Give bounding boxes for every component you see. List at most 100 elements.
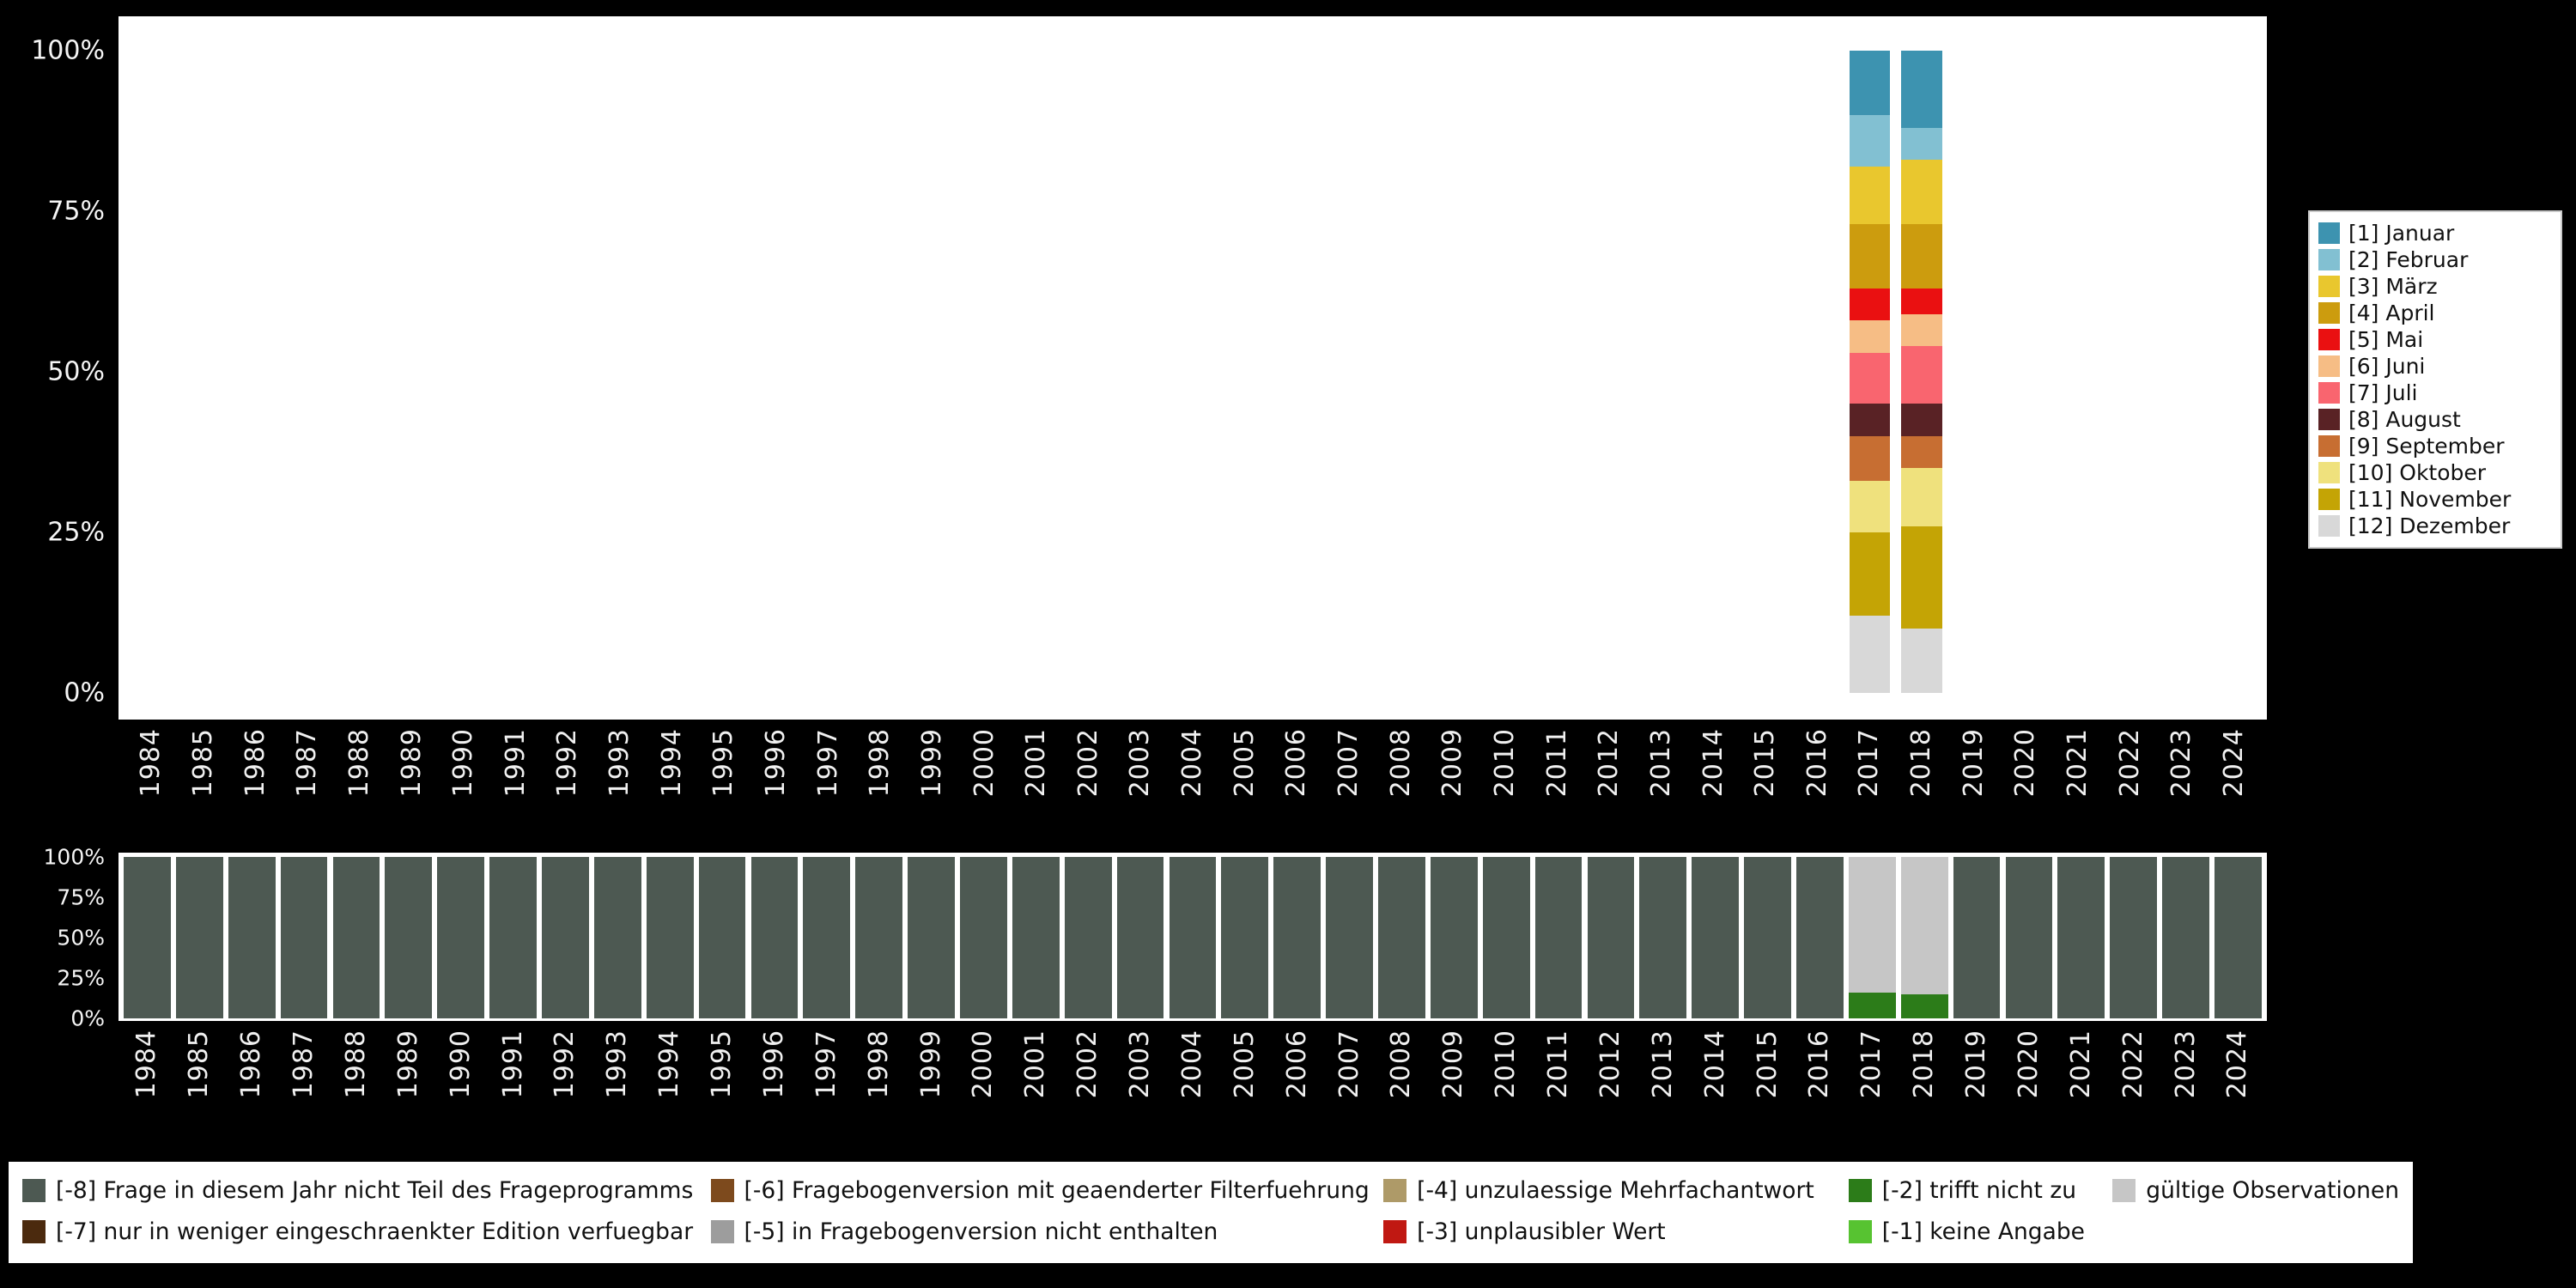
months-legend: [1] Januar [2] Februar [3] März [4] April [5… (2308, 210, 2562, 549)
x-tick: 1997 (800, 1030, 853, 1131)
x-tick-label: 1998 (863, 1030, 894, 1099)
bar-segment (1901, 160, 1942, 225)
legend-label: [7] Juli (2348, 380, 2418, 405)
bar-segment (1901, 127, 1942, 161)
y-tick-label: 75% (47, 196, 105, 227)
legend-item: gültige Observationen (2112, 1174, 2399, 1206)
bar-segment (646, 857, 694, 1018)
bar-segment (1901, 313, 1942, 347)
bar-segment (2162, 857, 2209, 1018)
bar-2002 (1064, 857, 1112, 1018)
bar-segment (489, 857, 537, 1018)
legend-label: [5] Mai (2348, 327, 2424, 352)
bar-segment (437, 857, 485, 1018)
bar-2013 (1639, 857, 1687, 1018)
bar-segment (1169, 857, 1217, 1018)
legend-label: [12] Dezember (2348, 513, 2511, 538)
bar-slot-2022 (2107, 857, 2160, 1018)
bar-slot-1998 (853, 857, 905, 1018)
bar-2004 (1169, 857, 1217, 1018)
legend-item: [9] September (2318, 434, 2552, 459)
y-tick-label: 50% (47, 356, 105, 387)
bar-segment (908, 857, 955, 1018)
bar-2008 (1378, 857, 1425, 1018)
x-tick: 1993 (592, 1030, 644, 1131)
bar-slot-2016 (1794, 857, 1846, 1018)
bar-slot-2009 (1428, 857, 1480, 1018)
x-tick: 1990 (434, 1030, 487, 1131)
x-tick: 2007 (1323, 1030, 1376, 1131)
bar-2016 (1796, 857, 1844, 1018)
legend-item: [6] Juni (2318, 354, 2552, 379)
legend-color-swatch (710, 1219, 734, 1243)
bar-segment (1849, 532, 1891, 617)
bar-1986 (228, 857, 276, 1018)
y-tick-label: 0% (64, 677, 105, 708)
bar-segment (1953, 857, 2001, 1018)
bar-segment (1901, 629, 1942, 693)
legend-label: [2] Februar (2348, 247, 2469, 272)
bar-2011 (1534, 857, 1583, 1018)
x-tick: 1989 (382, 1030, 434, 1131)
bar-segment (1900, 993, 1948, 1018)
bar-2007 (1326, 857, 1373, 1018)
x-tick-label: 1987 (289, 1030, 319, 1099)
x-tick-label: 2017 (1856, 1030, 1887, 1099)
bar-segment (280, 857, 328, 1018)
bar-slot-2018 (1896, 51, 1948, 693)
bar-segment (1901, 435, 1942, 469)
x-tick: 2003 (1115, 1030, 1167, 1131)
bar-2015 (1744, 857, 1791, 1018)
bar-1987 (280, 857, 328, 1018)
x-tick-label: 1996 (758, 1030, 789, 1099)
x-tick: 1998 (853, 1030, 905, 1131)
x-tick: 2020 (2003, 1030, 2056, 1131)
x-tick-label: 1992 (550, 1030, 580, 1099)
bar-segment (1744, 857, 1791, 1018)
bar-2009 (1430, 857, 1478, 1018)
bar-1994 (646, 857, 694, 1018)
x-tick-label: 2020 (2013, 1030, 2044, 1099)
bar-segment (1116, 857, 1164, 1018)
legend-color-swatch (710, 1178, 734, 1202)
legend-color-swatch (22, 1178, 46, 1202)
plot-area-months (118, 16, 2267, 720)
x-tick: 2010 (1480, 1030, 1533, 1131)
bar-2017 (1849, 51, 1891, 693)
bar-segment (1900, 857, 1948, 994)
legend-label: [8] August (2348, 407, 2461, 432)
bar-slot-1992 (539, 857, 592, 1018)
bar-slot-2012 (1585, 857, 1637, 1018)
bar-segment (1849, 224, 1891, 289)
y-tick-label: 100% (31, 35, 105, 66)
bar-2012 (1587, 857, 1635, 1018)
x-tick: 2004 (1167, 1030, 1219, 1131)
legend-item: [3] März (2318, 274, 2552, 299)
bar-1989 (385, 857, 433, 1018)
bar-slot-1999 (905, 857, 957, 1018)
legend-item: [-6] Fragebogenversion mit geaenderter F… (710, 1174, 1384, 1206)
bar-segment (332, 857, 380, 1018)
bar-slot-2006 (1271, 857, 1323, 1018)
legend-label: [-3] unplausibler Wert (1417, 1218, 1666, 1245)
x-tick-label: 2000 (968, 1030, 999, 1099)
bar-segment (1221, 857, 1269, 1018)
bar-slot-2013 (1637, 857, 1689, 1018)
x-tick: 2006 (1271, 1030, 1323, 1131)
x-tick: 1988 (331, 1030, 383, 1131)
x-tick: 1999 (905, 1030, 957, 1131)
x-tick-label: 1994 (654, 1030, 685, 1099)
x-tick-label: 2001 (1020, 1030, 1051, 1099)
bar-slot-1984 (121, 857, 173, 1018)
bar-slot-2020 (2003, 857, 2056, 1018)
bar-segment (960, 857, 1007, 1018)
x-tick-label: 2006 (1281, 1030, 1312, 1099)
legend-color-swatch (2318, 222, 2340, 244)
bar-segment (1848, 857, 1896, 993)
x-tick: 1985 (173, 1030, 226, 1131)
x-tick-label: 1986 (236, 1030, 267, 1099)
bar-2017 (1848, 857, 1896, 1018)
x-tick-label: 1988 (340, 1030, 371, 1099)
bar-1984 (124, 857, 171, 1018)
x-tick: 2016 (1794, 1030, 1846, 1131)
